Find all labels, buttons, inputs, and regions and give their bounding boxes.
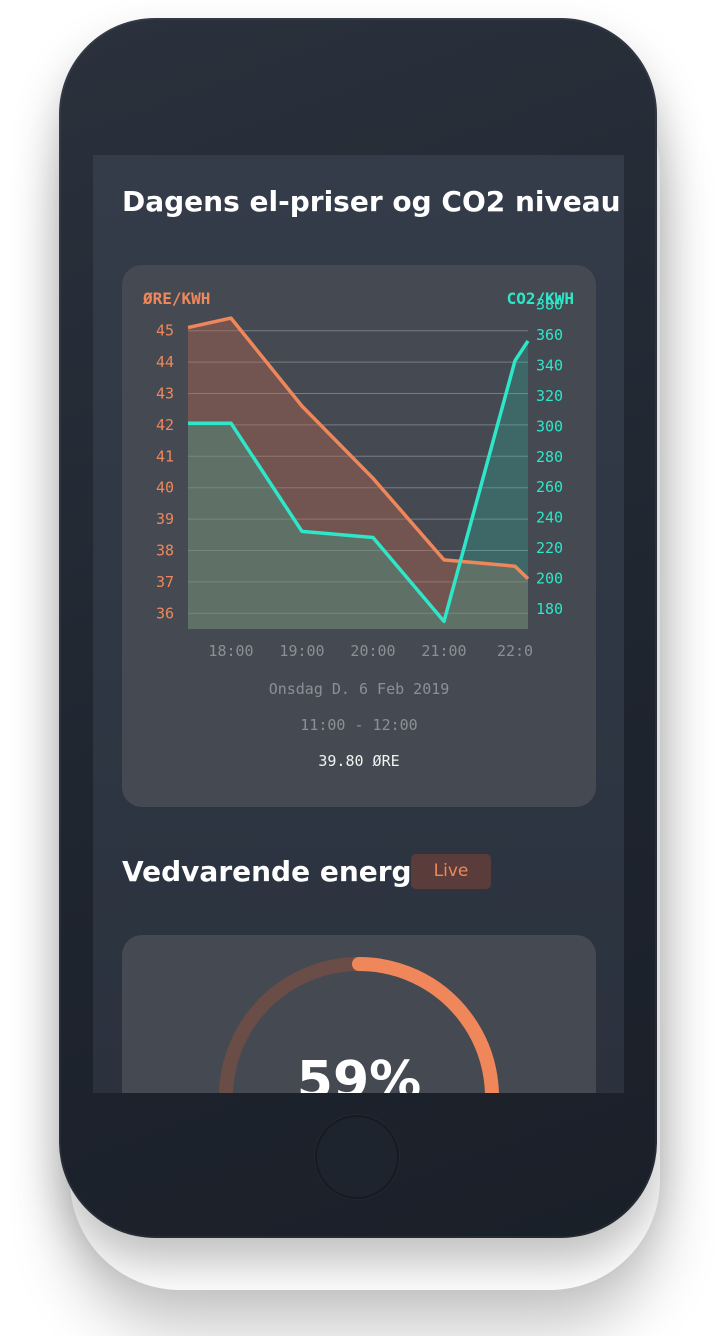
right-tick-label: 260 — [536, 478, 563, 496]
left-tick-label: 39 — [156, 510, 174, 528]
right-tick-label: 320 — [536, 387, 563, 405]
left-tick-label: 36 — [156, 604, 174, 622]
right-tick-label: 280 — [536, 448, 563, 466]
x-tick-label: 18:00 — [208, 642, 253, 660]
left-tick-label: 37 — [156, 573, 174, 591]
right-tick-label: 300 — [536, 417, 563, 435]
selected-time-range: 11:00 - 12:00 — [300, 716, 418, 734]
live-badge[interactable]: Live — [411, 854, 491, 889]
right-axis-label: CO2/KWH — [506, 289, 574, 308]
renewable-gauge — [219, 957, 499, 1093]
left-tick-label: 44 — [156, 353, 174, 371]
price-co2-chart[interactable]: 45 44 43 42 41 40 39 38 37 36 380 360 340 320 300 280 26… — [122, 265, 596, 665]
x-tick-label: 19:00 — [279, 642, 324, 660]
page-title: Dagens el-priser og CO2 niveau — [122, 185, 621, 218]
left-tick-label: 41 — [156, 447, 174, 465]
x-tick-label: 21:00 — [421, 642, 466, 660]
section-title-renewable: Vedvarende energi — [122, 855, 422, 888]
renewable-card: 59% — [122, 935, 596, 1093]
right-tick-label: 380 — [536, 295, 563, 313]
renewable-percent: 59% — [296, 1051, 422, 1093]
price-line — [187, 316, 530, 581]
gauge-fill — [352, 957, 499, 1093]
selected-date: Onsdag D. 6 Feb 2019 — [268, 680, 450, 698]
home-button[interactable] — [315, 1115, 399, 1199]
right-tick-label: 340 — [536, 356, 563, 374]
left-tick-label: 43 — [156, 385, 174, 403]
left-tick-label: 42 — [156, 416, 174, 434]
right-tick-label: 220 — [536, 539, 563, 557]
app-screen: Dagens el-priser og CO2 niveau ØRE/KWH C… — [93, 155, 624, 1093]
x-tick-label: 20:00 — [350, 642, 395, 660]
right-tick-label: 360 — [536, 326, 563, 344]
left-tick-label: 38 — [156, 542, 174, 560]
left-tick-label: 40 — [156, 479, 174, 497]
selected-price: 39.80 ØRE — [318, 752, 400, 770]
x-tick-label: 22:0 — [497, 642, 533, 660]
co2-area — [188, 340, 528, 629]
co2-line — [188, 339, 530, 624]
price-chart-card: ØRE/KWH CO2/KWH 45 44 43 42 41 40 39 38 37 36 380 3… — [122, 265, 596, 807]
price-area — [188, 318, 528, 629]
left-axis-label: ØRE/KWH — [143, 289, 211, 308]
left-tick-label: 45 — [156, 322, 174, 340]
right-tick-label: 200 — [536, 570, 563, 588]
right-tick-label: 240 — [536, 509, 563, 527]
right-tick-label: 180 — [536, 600, 563, 618]
